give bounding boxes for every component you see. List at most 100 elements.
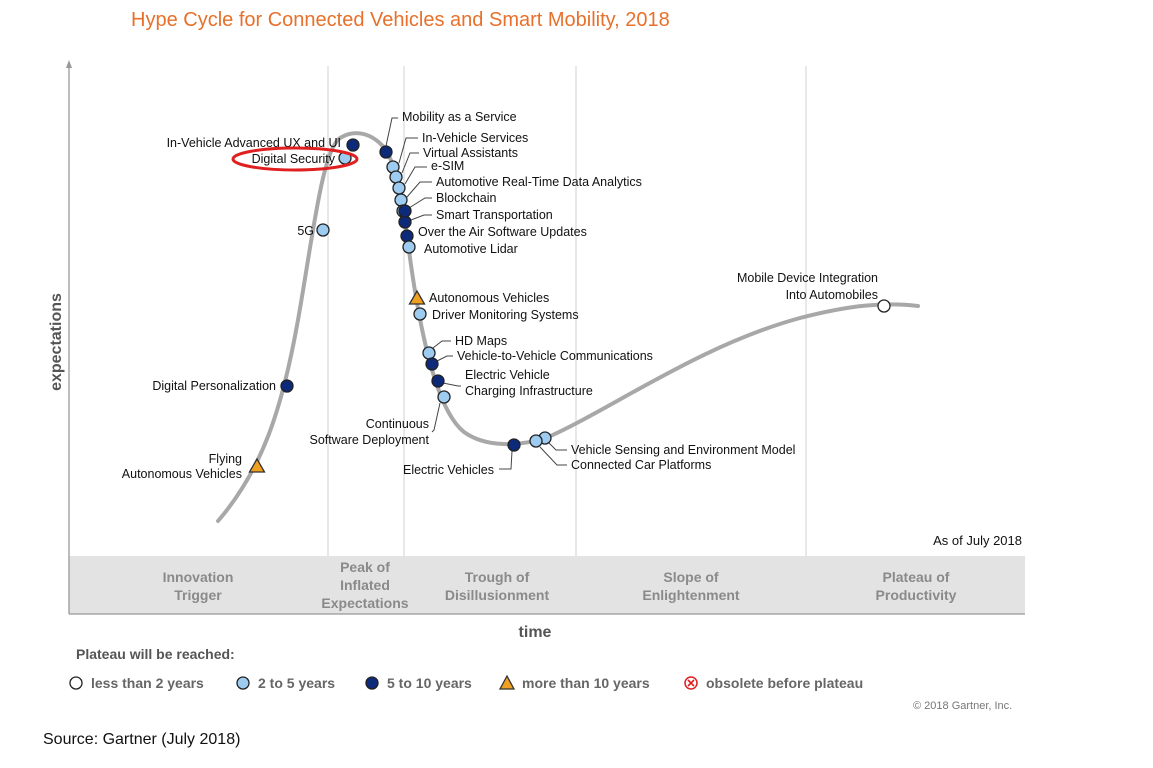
in-vehicle-services-label: In-Vehicle Services: [422, 131, 528, 145]
automotive-real-time-data-analytics-label: Automotive Real-Time Data Analytics: [436, 175, 642, 189]
smart-transportation-leader: [410, 214, 432, 221]
digital-security-label: Digital Security: [252, 152, 336, 166]
legend-circle-icon: [365, 676, 379, 690]
in-vehicle-advanced-ux-and-ui-marker: [346, 138, 360, 152]
autonomous-vehicles-label: Autonomous Vehicles: [429, 291, 549, 305]
connected-car-platforms-marker: [529, 434, 543, 448]
phase-label: Disillusionment: [445, 587, 550, 603]
legend-title: Plateau will be reached:: [76, 646, 235, 662]
mobile-device-integration-into-automobiles-label: Into Automobiles: [786, 288, 878, 302]
continuous-software-deployment-leader: [431, 402, 441, 433]
highlight-ellipse: [231, 146, 359, 172]
electric-vehicle-charging-infrastructure-leader: [442, 382, 461, 387]
continuous-software-deployment-marker: [437, 390, 451, 404]
5g-marker: [316, 223, 330, 237]
in-vehicle-services-leader: [398, 137, 418, 164]
hd-maps-label: HD Maps: [455, 334, 507, 348]
hd-maps-leader: [432, 340, 451, 349]
electric-vehicle-charging-infrastructure-label: Electric Vehicle: [465, 368, 550, 382]
x-axis-title: time: [519, 624, 552, 640]
chart-title: Hype Cycle for Connected Vehicles and Sm…: [131, 9, 670, 31]
over-the-air-software-updates-marker: [400, 229, 414, 243]
legend-label: obsolete before plateau: [706, 675, 864, 691]
vehicle-to-vehicle-communications-label: Vehicle-to-Vehicle Communications: [457, 349, 653, 363]
y-axis-title: expectations: [48, 293, 65, 391]
phase-band: [69, 556, 1025, 614]
legend-label: 5 to 10 years: [387, 675, 472, 691]
vehicle-to-vehicle-communications-leader: [436, 355, 453, 362]
driver-monitoring-systems-label: Driver Monitoring Systems: [432, 308, 579, 322]
mobility-as-a-service-label: Mobility as a Service: [402, 110, 517, 124]
automotive-lidar-label: Automotive Lidar: [424, 242, 518, 256]
legend-item-5to10: 5 to 10 years: [364, 675, 472, 691]
electric-vehicle-charging-infrastructure-marker: [431, 374, 445, 388]
phase-label: Inflated: [340, 577, 390, 593]
phase-label: Plateau of: [883, 569, 950, 585]
continuous-software-deployment-label: Software Deployment: [309, 433, 429, 447]
vehicle-to-vehicle-communications-marker: [425, 357, 439, 371]
phase-label: Enlightenment: [642, 587, 740, 603]
phase-label: Trough of: [465, 569, 530, 585]
e-sim-marker: [392, 181, 406, 195]
smart-transportation-marker: [398, 215, 412, 229]
legend-item-2to5: 2 to 5 years: [235, 675, 335, 691]
legend-label: more than 10 years: [522, 675, 650, 691]
as-of-label: As of July 2018: [933, 533, 1022, 548]
e-sim-label: e-SIM: [431, 159, 464, 173]
connected-car-platforms-label: Connected Car Platforms: [571, 458, 711, 472]
hype-curve: [216, 131, 920, 523]
autonomous-vehicles-marker: [408, 289, 426, 305]
y-axis-arrow: [66, 60, 72, 68]
hype-cycle-chart: Innovation Trigger Peak of Inflated Expectat…: [48, 60, 1025, 640]
automotive-lidar-marker: [402, 240, 416, 254]
mobile-device-integration-into-automobiles-marker: [877, 299, 891, 313]
electric-vehicles-leader: [499, 450, 513, 470]
phase-label: Slope of: [663, 569, 719, 585]
legend-label: less than 2 years: [91, 675, 204, 691]
continuous-software-deployment-label: Continuous: [366, 417, 429, 431]
phase-label: Productivity: [876, 587, 957, 603]
flying-autonomous-vehicles-marker: [248, 457, 266, 473]
legend-item-obsolete: obsolete before plateau: [683, 675, 863, 691]
virtual-assistants-label: Virtual Assistants: [423, 146, 518, 160]
hd-maps-marker: [422, 346, 436, 360]
electric-vehicles-marker: [507, 438, 521, 452]
mobile-device-integration-into-automobiles-label: Mobile Device Integration: [737, 271, 878, 285]
legend-triangle-icon: [499, 675, 515, 690]
phase-label: Innovation: [163, 569, 234, 585]
legend-circle-icon: [69, 676, 83, 690]
virtual-assistants-marker: [389, 170, 403, 184]
digital-personalization-marker: [280, 379, 294, 393]
in-vehicle-advanced-ux-and-ui-label: In-Vehicle Advanced UX and UI: [167, 136, 341, 150]
e-sim-leader: [404, 166, 427, 185]
virtual-assistants-leader: [401, 152, 419, 174]
source-note: Source: Gartner (July 2018): [43, 731, 241, 748]
blockchain-label: Blockchain: [436, 191, 496, 205]
electric-vehicles-label: Electric Vehicles: [403, 463, 494, 477]
vehicle-sensing-and-environment-model-label: Vehicle Sensing and Environment Model: [571, 443, 795, 457]
automotive-lidar-second-marker-marker: [398, 204, 412, 218]
legend-label: 2 to 5 years: [258, 675, 336, 691]
electric-vehicle-charging-infrastructure-label: Charging Infrastructure: [465, 384, 593, 398]
digital-personalization-label: Digital Personalization: [152, 379, 276, 393]
blockchain-leader: [408, 197, 432, 209]
copyright: © 2018 Gartner, Inc.: [913, 700, 1013, 712]
5g-label: 5G: [297, 224, 314, 238]
phase-label: Expectations: [321, 595, 408, 611]
flying-autonomous-vehicles-label: Flying: [209, 452, 242, 466]
over-the-air-software-updates-label: Over the Air Software Updates: [418, 225, 587, 239]
legend-item-gt10: more than 10 years: [499, 675, 650, 691]
phase-label: Peak of: [340, 559, 390, 575]
connected-car-platforms-leader: [539, 446, 567, 466]
phase-label: Trigger: [174, 587, 222, 603]
driver-monitoring-systems-marker: [413, 307, 427, 321]
legend-item-lt2: less than 2 years: [68, 675, 204, 691]
automotive-real-time-data-analytics-marker: [394, 193, 408, 207]
mobility-as-a-service-marker: [379, 145, 393, 159]
legend-circle-icon: [236, 676, 250, 690]
legend-cross-icon: [684, 676, 698, 690]
smart-transportation-label: Smart Transportation: [436, 208, 553, 222]
mobility-as-a-service-leader: [385, 117, 398, 147]
automotive-real-time-data-analytics-leader: [406, 181, 432, 198]
flying-autonomous-vehicles-label: Autonomous Vehicles: [122, 467, 242, 481]
